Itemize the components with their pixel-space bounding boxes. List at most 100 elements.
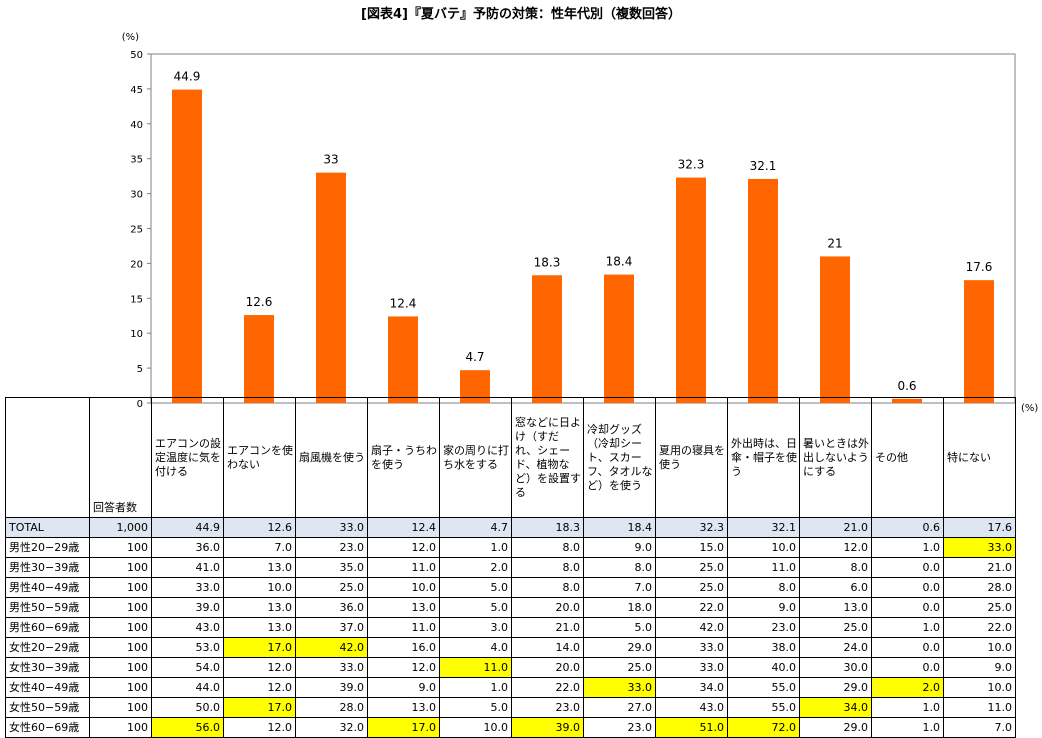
bar-value-label: 44.9 (174, 70, 201, 84)
table-cell: 39.0 (151, 597, 224, 618)
table-cell: 8.0 (583, 557, 656, 578)
table-cell: 1.0 (871, 617, 944, 638)
category-header: 扇子・うちわを使う (367, 397, 440, 518)
bar-value-label: 18.4 (606, 255, 633, 269)
table-cell: 30.0 (799, 657, 872, 678)
y-tick-label: 30 (130, 190, 143, 201)
table-cell: 25.0 (655, 557, 728, 578)
bar-value-label: 18.3 (534, 255, 561, 269)
bar (388, 316, 418, 403)
bar (172, 89, 202, 404)
table-cell: 23.0 (295, 537, 368, 558)
table-cell: 12.0 (367, 657, 440, 678)
row-label: TOTAL (5, 517, 90, 538)
table-cell: 39.0 (295, 677, 368, 698)
plot-frame (150, 53, 1016, 404)
table-cell: 2.0 (871, 677, 944, 698)
table-cell: 22.0 (511, 677, 584, 698)
table-cell: 17.0 (367, 717, 440, 738)
table-cell: 42.0 (655, 617, 728, 638)
table-cell: 40.0 (727, 657, 800, 678)
table-cell: 8.0 (799, 557, 872, 578)
respondent-count: 100 (89, 637, 152, 658)
table-cell: 18.4 (583, 517, 656, 538)
table-cell: 5.0 (439, 597, 512, 618)
row-label: 女性60−69歳 (5, 717, 90, 738)
table-cell: 18.0 (583, 597, 656, 618)
category-header: エアコンを使わない (223, 397, 296, 518)
table-cell: 10.0 (367, 577, 440, 598)
table-cell: 34.0 (799, 697, 872, 718)
table-cell: 12.0 (223, 677, 296, 698)
table-cell: 20.0 (511, 657, 584, 678)
table-cell: 35.0 (295, 557, 368, 578)
bar (604, 274, 634, 403)
table-cell: 21.0 (799, 517, 872, 538)
bar-value-label: 17.6 (966, 260, 993, 274)
table-cell: 53.0 (151, 637, 224, 658)
bar (676, 177, 706, 403)
bar-value-label: 12.6 (246, 295, 273, 309)
table-cell: 10.0 (727, 537, 800, 558)
category-header: その他 (871, 397, 944, 518)
table-cell: 33.0 (295, 517, 368, 538)
table-cell: 12.0 (223, 657, 296, 678)
data-table: 回答者数 エアコンの設定温度に気を付ける エアコンを使わない 扇風機を使う 扇子・うちわ… (5, 397, 1016, 738)
table-cell: 9.0 (367, 677, 440, 698)
table-cell: 22.0 (943, 617, 1016, 638)
table-cell: 72.0 (727, 717, 800, 738)
table-cell: 8.0 (511, 537, 584, 558)
respondent-count: 100 (89, 557, 152, 578)
respondent-count: 100 (89, 617, 152, 638)
table-cell: 23.0 (727, 617, 800, 638)
bar-value-label: 32.3 (678, 158, 705, 172)
table-cell: 33.0 (655, 657, 728, 678)
table-cell: 28.0 (295, 697, 368, 718)
row-label: 男性60−69歳 (5, 617, 90, 638)
table-cell: 11.0 (943, 697, 1016, 718)
table-cell: 0.6 (871, 517, 944, 538)
header-corner (5, 397, 90, 518)
respondent-count: 1,000 (89, 517, 152, 538)
table-cell: 55.0 (727, 697, 800, 718)
bar-value-label: 32.1 (750, 159, 777, 173)
table-cell: 5.0 (583, 617, 656, 638)
table-cell: 33.0 (655, 637, 728, 658)
table-cell: 10.0 (943, 637, 1016, 658)
table-cell: 1.0 (439, 677, 512, 698)
table-cell: 2.0 (439, 557, 512, 578)
table-cell: 13.0 (223, 557, 296, 578)
table-cell: 10.0 (223, 577, 296, 598)
table-cell: 36.0 (295, 597, 368, 618)
table-cell: 7.0 (943, 717, 1016, 738)
table-cell: 22.0 (655, 597, 728, 618)
table-cell: 1.0 (871, 717, 944, 738)
table-cell: 5.0 (439, 697, 512, 718)
bar-series: 44.9 12.6 33 12.4 4.7 18.3 18.4 32.3 32.1 21 0.6 17… (172, 70, 994, 404)
table-cell: 12.0 (367, 537, 440, 558)
bar (244, 315, 274, 403)
x-unit-label: (%) (1021, 403, 1038, 414)
table-cell: 13.0 (223, 597, 296, 618)
table-cell: 25.0 (655, 577, 728, 598)
respondent-count: 100 (89, 697, 152, 718)
table-row: 男性60−69歳 100 43.0 13.0 37.0 11.0 3.0 21.0 5.0 42.… (5, 617, 1016, 638)
table-cell: 17.0 (223, 637, 296, 658)
table-cell: 1.0 (871, 537, 944, 558)
respondent-count: 100 (89, 577, 152, 598)
table-cell: 36.0 (151, 537, 224, 558)
table-cell: 37.0 (295, 617, 368, 638)
table-cell: 0.0 (871, 597, 944, 618)
category-header: 扇風機を使う (295, 397, 368, 518)
table-cell: 38.0 (727, 637, 800, 658)
table-cell: 12.0 (799, 537, 872, 558)
row-label: 女性20−29歳 (5, 637, 90, 658)
table-row: TOTAL 1,000 44.9 12.6 33.0 12.4 4.7 18.3 18.4 32.… (5, 517, 1016, 538)
table-cell: 12.0 (223, 717, 296, 738)
table-cell: 4.0 (439, 637, 512, 658)
table-cell: 5.0 (439, 577, 512, 598)
table-cell: 3.0 (439, 617, 512, 638)
table-cell: 0.0 (871, 657, 944, 678)
category-header: 冷却グッズ（冷却シート、スカーフ、タオルなど）を使う (583, 397, 656, 518)
